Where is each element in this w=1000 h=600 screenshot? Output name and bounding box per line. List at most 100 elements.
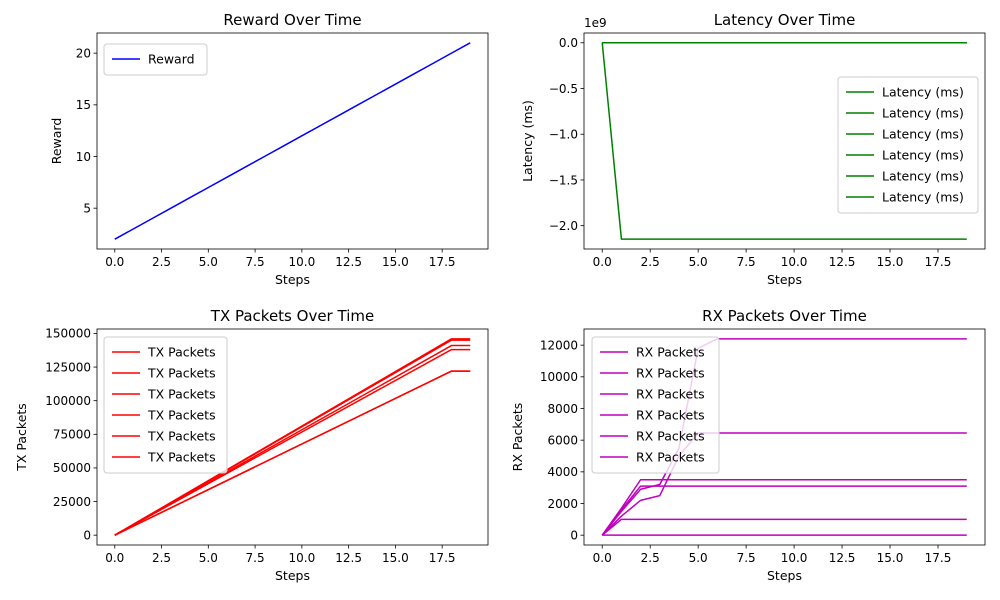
legend-entry: TX Packets [147,345,216,360]
legend-entry: Reward [148,52,195,67]
y-tick-label: −0.5 [549,82,578,96]
tx-packets-chart: 0.0 2.5 5.0 7.5 10.0 12.5 15.0 17.5 0 25000 50000 7… [14,307,489,583]
y-tick-label: −2.0 [549,219,578,233]
legend-entry: TX Packets [147,429,216,444]
x-tick-label: 15.0 [877,551,904,565]
x-tick-label: 5.0 [689,551,708,565]
legend-entry: Latency (ms) [882,127,964,142]
x-tick-label: 12.5 [829,255,856,269]
y-tick-label: 4000 [547,465,578,479]
chart-title: TX Packets Over Time [210,307,374,325]
x-tick-label: 17.5 [429,255,456,269]
axes-frame [96,32,489,250]
x-axis-label: Steps [275,272,310,287]
legend-box [837,76,979,214]
y-tick-label: 12000 [540,338,578,352]
x-tick-label: 10.0 [781,255,808,269]
y-tick-label: 125000 [45,360,91,374]
x-tick-label: 10.0 [288,255,315,269]
x-tick-label: 15.0 [382,255,409,269]
x-tick-label: 12.5 [829,551,856,565]
y-tick-label: 0 [570,528,578,542]
axes-frame [583,32,986,250]
x-tick-label: 17.5 [429,551,456,565]
y-tick-label: 6000 [547,433,578,447]
x-tick-label: 2.5 [641,255,660,269]
x-tick-label: 7.5 [737,551,756,565]
y-tick-label: 5 [83,201,91,215]
x-tick-label: 5.0 [199,551,218,565]
y-tick-label: 10000 [540,370,578,384]
x-tick-label: 0.0 [105,551,124,565]
x-tick-label: 0.0 [105,255,124,269]
x-tick-label: 5.0 [199,255,218,269]
legend: Latency (ms) Latency (ms) Latency (ms) Late… [837,76,979,214]
legend-entry: Latency (ms) [882,169,964,184]
x-tick-label: 2.5 [641,551,660,565]
axes-frame [583,328,986,546]
legend-entry: TX Packets [147,366,216,381]
y-tick-label: 100000 [45,394,91,408]
legend-entry: RX Packets [636,366,705,381]
legend-entry: Latency (ms) [882,190,964,205]
legend-entry: Latency (ms) [882,148,964,163]
reward-chart: 0.0 2.5 5.0 7.5 10.0 12.5 15.0 17.5 5 10 15 20 Rewar… [49,11,489,287]
y-tick-label: 2000 [547,497,578,511]
x-tick-label: 10.0 [781,551,808,565]
y-tick-label: 0.0 [559,36,578,50]
chart-title: RX Packets Over Time [702,307,867,325]
series-line-2 [601,479,967,536]
x-tick-label: 17.5 [925,255,952,269]
legend-entry: Latency (ms) [882,85,964,100]
legend-entry: RX Packets [636,345,705,360]
legend-entry: TX Packets [147,408,216,423]
plot-area [601,42,967,240]
x-tick-label: 7.5 [246,551,265,565]
legend: Reward [103,43,208,76]
x-tick-label: 7.5 [737,255,756,269]
x-tick-label: 15.0 [382,551,409,565]
legend-entry: Latency (ms) [882,106,964,121]
legend-entry: RX Packets [636,387,705,402]
y-tick-label: −1.5 [549,173,578,187]
legend-box [591,336,720,474]
x-tick-label: 15.0 [877,255,904,269]
x-tick-label: 7.5 [246,255,265,269]
x-tick-label: 17.5 [925,551,952,565]
series-line-0 [114,42,471,240]
y-tick-label: 8000 [547,402,578,416]
y-axis-label: TX Packets [14,403,29,472]
y-tick-label: 150000 [45,327,91,341]
rx-packets-chart: 0.0 2.5 5.0 7.5 10.0 12.5 15.0 17.5 0 2000 4000 600… [510,307,986,583]
series-line-3 [114,348,471,536]
y-tick-label: 20 [76,46,91,60]
legend-entry: RX Packets [636,450,705,465]
y-tick-label: 10 [76,150,91,164]
y-axis-label: Reward [49,118,64,165]
x-tick-label: 12.5 [335,255,362,269]
y-tick-label: 50000 [53,461,91,475]
y-axis-label: RX Packets [510,403,525,472]
y-offset-label: 1e9 [584,16,607,30]
series-line-3 [601,485,967,536]
plot-area [114,42,471,240]
y-axis-label: Latency (ms) [520,100,535,182]
x-tick-label: 12.5 [335,551,362,565]
legend-box [103,336,228,474]
legend: TX Packets TX Packets TX Packets TX Packets… [103,336,228,474]
x-tick-label: 2.5 [152,551,171,565]
y-tick-label: 0 [83,528,91,542]
series-line-4 [601,518,967,536]
legend-entry: RX Packets [636,429,705,444]
x-tick-label: 0.0 [593,255,612,269]
x-axis-label: Steps [767,568,802,583]
legend-entry: RX Packets [636,408,705,423]
chart-title: Latency Over Time [714,11,856,29]
y-tick-label: 75000 [53,428,91,442]
series-line-0 [601,42,967,240]
y-tick-label: 25000 [53,495,91,509]
legend-entry: TX Packets [147,387,216,402]
legend-entry: TX Packets [147,450,216,465]
latency-chart: 0.0 2.5 5.0 7.5 10.0 12.5 15.0 17.5 0.0 −0.5 −1.0 −… [520,11,986,287]
